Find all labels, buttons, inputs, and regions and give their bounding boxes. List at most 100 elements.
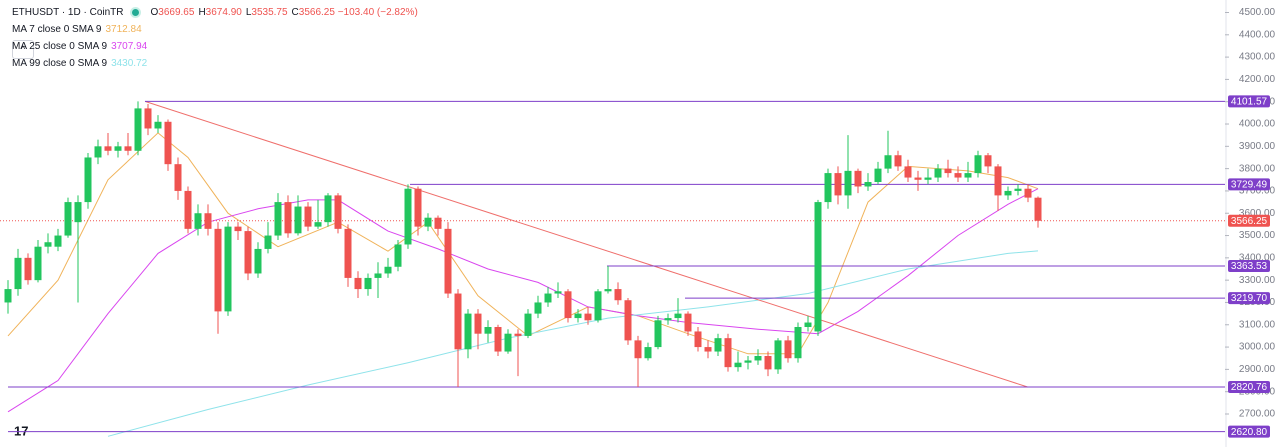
tv-logo: 17	[14, 423, 28, 438]
y-tick-label: 3900.00	[1239, 141, 1276, 152]
candle-body	[384, 266, 392, 274]
ma-name: MA 99 close 0 SMA 9	[12, 58, 108, 69]
ohlc-value: 3669.65	[158, 7, 195, 18]
candle-body	[64, 202, 72, 236]
y-tick-label: 3300.00	[1239, 275, 1276, 286]
candle-body	[364, 277, 372, 290]
candle-body	[234, 226, 242, 232]
candle-body	[1014, 188, 1022, 191]
candle-body	[484, 326, 492, 334]
ohlc-key: O	[150, 7, 159, 18]
y-tick-label: 3800.00	[1239, 163, 1276, 174]
change: −103.40 (−2.82%)	[337, 7, 418, 18]
y-tick-label: 2900.00	[1239, 364, 1276, 375]
candle-body	[404, 188, 412, 245]
y-tick-label: 3400.00	[1239, 252, 1276, 263]
candle-body	[34, 246, 42, 281]
candle-body	[924, 177, 932, 180]
y-tick-label: 4400.00	[1239, 29, 1276, 40]
y-tick-label: 3000.00	[1239, 342, 1276, 353]
candle-body	[834, 173, 842, 196]
candle-body	[1024, 188, 1032, 198]
candle-body	[154, 121, 162, 129]
candle-body	[334, 195, 342, 229]
candle-body	[304, 206, 312, 227]
ohlc-key: L	[245, 7, 252, 18]
candle-body	[824, 173, 832, 203]
candle-body	[994, 166, 1002, 196]
collapse-button[interactable]: ^	[12, 40, 34, 59]
y-tick-label: 4000.00	[1239, 119, 1276, 130]
candle-body	[894, 155, 902, 167]
candle-body	[574, 313, 582, 319]
candle-body	[94, 146, 102, 158]
candle-body	[814, 202, 822, 332]
candle-body	[984, 155, 992, 167]
candle-body	[974, 155, 982, 174]
candle-body	[504, 333, 512, 352]
candle-body	[644, 347, 652, 359]
candle-body	[884, 155, 892, 169]
candle-body	[624, 300, 632, 341]
y-tick-label: 4200.00	[1239, 74, 1276, 85]
candle-body	[594, 291, 602, 321]
candle-body	[294, 206, 302, 234]
y-tick-label: 4300.00	[1239, 52, 1276, 63]
candle-body	[954, 173, 962, 178]
candle-body	[524, 313, 532, 336]
ohlc-value: 3566.25	[298, 7, 335, 18]
y-tick-label: 2700.00	[1239, 409, 1276, 420]
ma-value: 3430.72	[111, 58, 148, 69]
level-badge	[1228, 425, 1270, 438]
candle-body	[284, 202, 292, 234]
candle-body	[54, 235, 62, 247]
ma-legend-row: MA 7 close 0 SMA 9 3712.84	[12, 21, 418, 38]
candle-body	[144, 108, 152, 129]
candle-body	[274, 202, 282, 236]
candle-body	[174, 164, 182, 191]
ohlc-value: 3674.90	[205, 7, 242, 18]
candle-body	[724, 338, 732, 368]
level-badge	[1228, 95, 1270, 108]
ma-value: 3712.84	[105, 24, 142, 35]
candle-body	[564, 291, 572, 319]
candle-body	[774, 340, 782, 370]
symbol: ETHUSDT · 1D · CoinTR	[12, 7, 124, 18]
symbol-row: ETHUSDT · 1D · CoinTR O3669.65 H3674.90 L35…	[12, 4, 418, 21]
status-dot	[129, 6, 141, 18]
candle-body	[84, 157, 92, 203]
ohlc: O3669.65 H3674.90 L3535.75 C3566.25	[151, 7, 335, 18]
candle-body	[244, 231, 252, 274]
candle-body	[544, 293, 552, 303]
candle-body	[164, 121, 172, 165]
candle-body	[1004, 190, 1012, 196]
candle-body	[424, 217, 432, 227]
level-label: 2620.80	[1231, 427, 1268, 438]
candle-body	[394, 244, 402, 267]
level-badge	[1228, 292, 1270, 305]
candle-body	[14, 257, 22, 290]
candle-body	[214, 228, 222, 312]
level-badge	[1228, 178, 1270, 191]
candle-body	[604, 289, 612, 292]
candle-body	[514, 333, 522, 336]
candle-body	[934, 168, 942, 178]
candle-body	[674, 313, 682, 319]
candle-body	[664, 318, 672, 321]
candle-body	[964, 173, 972, 178]
candle-body	[134, 108, 142, 151]
candle-body	[714, 338, 722, 352]
level-label: 3363.53	[1231, 261, 1268, 272]
ma-line	[7, 132, 1039, 355]
candle-body	[204, 213, 212, 229]
candle-body	[874, 168, 882, 183]
candle-body	[534, 302, 542, 314]
y-tick-label: 3500.00	[1239, 230, 1276, 241]
y-tick-label: 4500.00	[1239, 7, 1276, 18]
candle-body	[494, 326, 502, 352]
ma-name: MA 7 close 0 SMA 9	[12, 24, 102, 35]
candle-body	[344, 228, 352, 278]
candle-body	[24, 257, 32, 281]
